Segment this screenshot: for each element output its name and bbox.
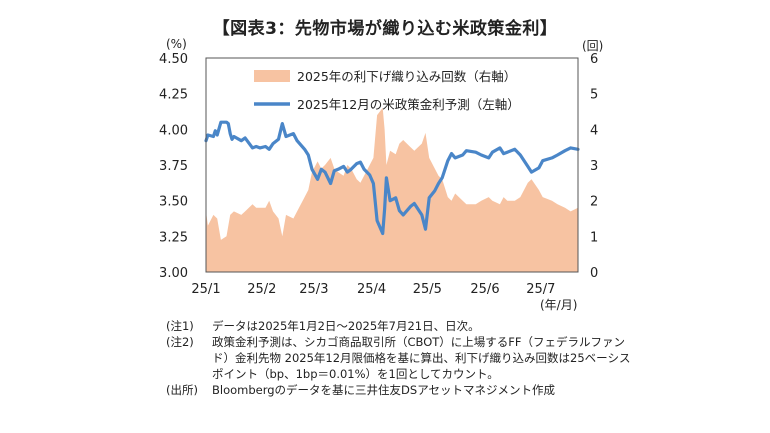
plot-frame: [205, 57, 579, 273]
left-tick-label: 3.00: [159, 266, 188, 281]
x-tick-label: 25/3: [299, 282, 328, 297]
left-tick-label: 4.00: [159, 123, 188, 138]
left-tick-label: 4.50: [159, 52, 188, 67]
right-tick-label: 5: [590, 88, 598, 103]
legend: 2025年の利下げ織り込み回数（右軸） 2025年12月の米政策金利予測（左軸）: [254, 69, 520, 112]
x-tick-label: 25/5: [413, 282, 442, 297]
right-tick-label: 4: [590, 123, 598, 138]
source-note: (出所) Bloombergのデータを基に三井住友DSアセットマネジメント作成: [166, 382, 632, 398]
right-axis-unit: (回): [582, 39, 604, 53]
right-tick-label: 6: [590, 52, 598, 67]
left-tick-label: 3.25: [159, 230, 188, 245]
right-tick-label: 3: [590, 159, 598, 174]
footnote-2: (注2) 政策金利予測は、シカゴ商品取引所（CBOT）に上場するFF（フェデラル…: [166, 334, 632, 382]
footnote-tag: (注2): [166, 335, 194, 349]
rate-cut-count-area: [206, 107, 578, 273]
left-axis-unit: (%): [166, 37, 187, 51]
right-tick-label: 1: [590, 230, 598, 245]
chart-canvas: 3.00 3.25 3.50 3.75 4.00 4.25 4.50 0 1 2 3 4 5 6 25/1 2…: [159, 52, 598, 297]
legend-label-area: 2025年の利下げ織り込み回数（右軸）: [297, 69, 516, 84]
legend-swatch-area: [254, 70, 290, 82]
footnote-text: データは2025年1月2日～2025年7月21日、日次。: [212, 319, 480, 333]
plot-border: [205, 57, 579, 273]
footnotes: (注1) データは2025年1月2日～2025年7月21日、日次。 (注2) 政…: [166, 318, 632, 398]
right-tick-label: 0: [590, 266, 598, 281]
footnote-tag: (注1): [166, 319, 194, 333]
policy-rate-forecast-line: [204, 120, 580, 236]
footnote-1: (注1) データは2025年1月2日～2025年7月21日、日次。: [166, 318, 632, 334]
source-text: Bloombergのデータを基に三井住友DSアセットマネジメント作成: [212, 383, 555, 397]
x-axis-unit: (年/月): [540, 298, 578, 312]
left-tick-label: 3.50: [159, 195, 188, 210]
chart-title: 【図表3：先物市場が織り込む米政策金利】: [212, 19, 558, 39]
line-series-layer: [204, 120, 580, 236]
tick-labels: 3.00 3.25 3.50 3.75 4.00 4.25 4.50 0 1 2 3 4 5 6 25/1 2…: [159, 52, 598, 297]
left-tick-label: 3.75: [159, 159, 188, 174]
left-tick-label: 4.25: [159, 88, 188, 103]
x-tick-label: 25/4: [357, 282, 386, 297]
right-tick-label: 2: [590, 195, 598, 210]
x-tick-label: 25/7: [526, 282, 555, 297]
area-series-layer: [206, 107, 578, 273]
footnote-text: 政策金利予測は、シカゴ商品取引所（CBOT）に上場するFF（フェデラルファンド）…: [212, 335, 631, 381]
legend-label-line: 2025年12月の米政策金利予測（左軸）: [297, 97, 520, 112]
x-tick-label: 25/6: [470, 282, 499, 297]
x-tick-label: 25/1: [191, 282, 220, 297]
source-tag: (出所): [166, 383, 198, 397]
x-tick-label: 25/2: [247, 282, 276, 297]
